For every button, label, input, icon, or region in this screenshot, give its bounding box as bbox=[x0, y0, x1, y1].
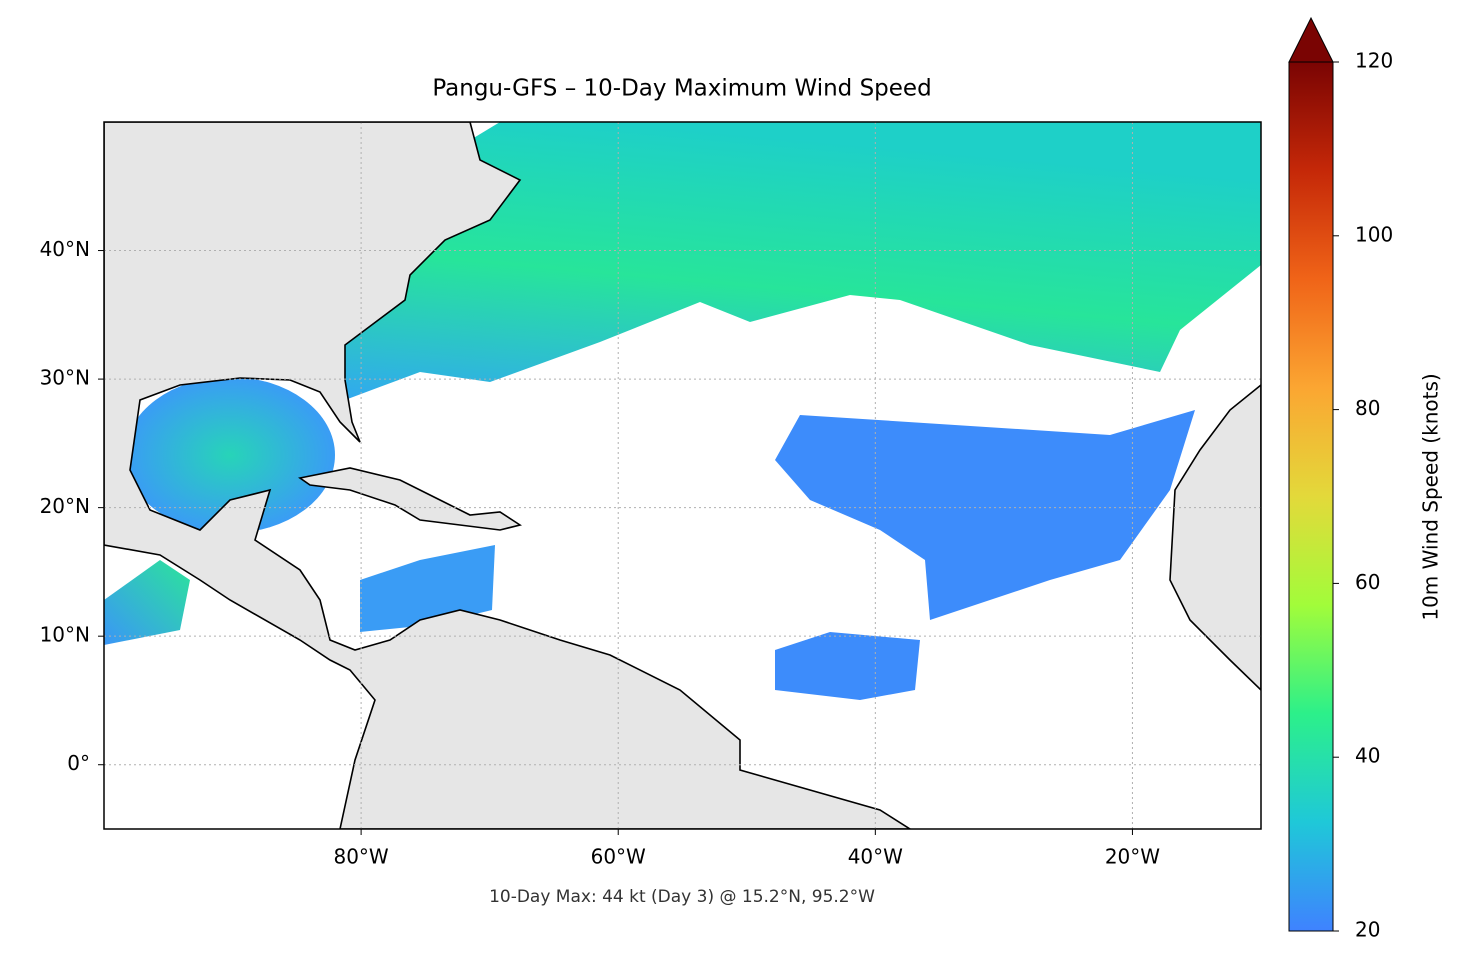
colorbar-extend bbox=[1288, 16, 1334, 63]
x-tick-label: 60°W bbox=[591, 845, 646, 869]
wind-field bbox=[330, 122, 1261, 400]
map-frame bbox=[103, 121, 1262, 830]
wind-field bbox=[104, 560, 190, 645]
y-tick-label: 10°N bbox=[40, 623, 90, 647]
x-tick-label: 40°W bbox=[848, 845, 903, 869]
land bbox=[1169, 383, 1261, 692]
land bbox=[298, 467, 522, 531]
colorbar-tick-label: 120 bbox=[1355, 49, 1393, 73]
colorbar bbox=[1288, 61, 1334, 932]
map bbox=[104, 122, 1261, 829]
x-tick-label: 20°W bbox=[1105, 845, 1160, 869]
colorbar-tick-label: 20 bbox=[1355, 918, 1380, 942]
wind-field bbox=[775, 410, 1195, 620]
wind-field bbox=[775, 632, 920, 700]
y-tick-label: 30°N bbox=[40, 366, 90, 390]
colorbar-tick-label: 60 bbox=[1355, 570, 1380, 594]
footnote: 10-Day Max: 44 kt (Day 3) @ 15.2°N, 95.2… bbox=[489, 887, 875, 907]
colorbar-label: 10m Wind Speed (knots) bbox=[1419, 373, 1443, 620]
y-tick-label: 20°N bbox=[40, 494, 90, 518]
colorbar-tick-label: 40 bbox=[1355, 744, 1380, 768]
y-tick-label: 0° bbox=[67, 751, 90, 775]
x-tick-label: 80°W bbox=[333, 845, 388, 869]
chart-title: Pangu-GFS – 10-Day Maximum Wind Speed bbox=[432, 76, 931, 102]
y-tick-label: 40°N bbox=[40, 237, 90, 261]
wind-field bbox=[125, 377, 335, 533]
land bbox=[104, 122, 912, 829]
colorbar-tick-label: 100 bbox=[1355, 222, 1393, 246]
colorbar-tick-label: 80 bbox=[1355, 396, 1380, 420]
